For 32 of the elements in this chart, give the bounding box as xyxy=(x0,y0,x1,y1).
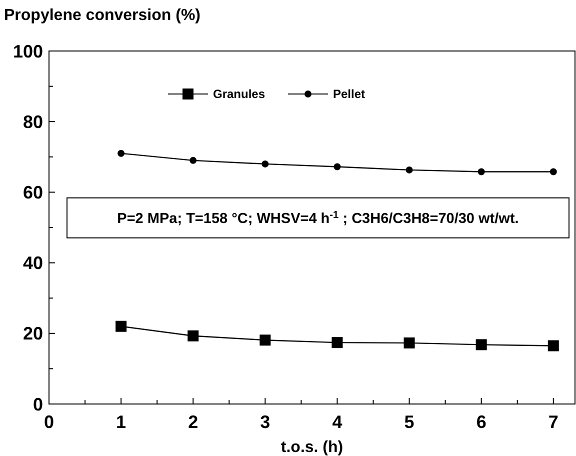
annotation: P=2 MPa; T=158 °C; WHSV=4 h$^{-1}$ ; C3H6/C3H8=70/30 wt/wt. xyxy=(117,209,519,227)
point xyxy=(116,320,127,332)
x-axis-title: t.o.s. (h) xyxy=(280,439,344,456)
point xyxy=(332,337,343,348)
y-tick-label: 80 xyxy=(22,112,43,132)
x-tick-label: 5 xyxy=(404,412,414,432)
legend-label: Pellet xyxy=(333,87,366,102)
x-tick-label: 6 xyxy=(476,412,486,432)
legend-label: Granules xyxy=(213,87,266,102)
point xyxy=(548,340,559,352)
x-tick-label: 4 xyxy=(332,412,342,432)
point xyxy=(404,337,415,348)
point xyxy=(550,168,557,176)
y-tick-label: 20 xyxy=(22,324,43,344)
x-tick-label: 7 xyxy=(548,412,558,432)
y-tick-label: 0 xyxy=(32,394,43,414)
x-tick-label: 1 xyxy=(116,412,126,432)
point xyxy=(190,156,197,164)
point xyxy=(188,330,199,342)
point xyxy=(262,160,269,168)
point xyxy=(406,166,413,174)
y-tick-label: 40 xyxy=(22,253,43,274)
point xyxy=(476,339,487,350)
y-axis-title: Propylene conversion (%) xyxy=(4,7,200,24)
x-tick-label: 2 xyxy=(188,412,198,432)
point xyxy=(334,163,341,170)
y-tick-label: 60 xyxy=(22,182,43,202)
x-tick-label: 3 xyxy=(260,412,270,432)
y-tick-label: 100 xyxy=(12,41,43,62)
point xyxy=(118,150,125,157)
point xyxy=(260,334,271,346)
point xyxy=(478,168,485,176)
